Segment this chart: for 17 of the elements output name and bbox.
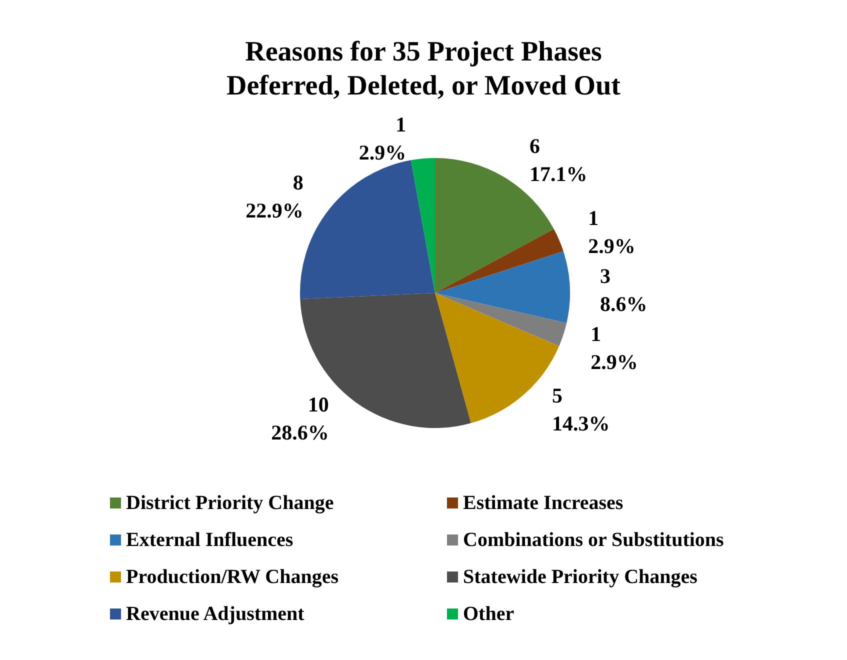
data-label: 8 22.9% xyxy=(246,170,304,223)
data-label: 3 8.6% xyxy=(600,264,648,316)
data-label: 5 14.3% xyxy=(552,384,610,436)
legend-label: Estimate Increases xyxy=(463,492,624,514)
legend-label: District Priority Change xyxy=(126,492,334,514)
legend-label: Revenue Adjustment xyxy=(126,603,305,625)
data-label: 1 2.9% xyxy=(590,322,638,374)
legend-label: Production/RW Changes xyxy=(126,566,339,588)
chart-title: Reasons for 35 Project Phases Deferred, Deleted, or Moved Out xyxy=(226,36,622,102)
legend-label: Combinations or Substitutions xyxy=(463,529,724,551)
legend-label: Statewide Priority Changes xyxy=(463,566,698,588)
data-label: 6 17.1% xyxy=(530,134,588,186)
data-label: 10 28.6% xyxy=(271,392,329,444)
legend-label: External Influences xyxy=(126,529,294,551)
legend-label: Other xyxy=(463,603,514,625)
data-label: 1 2.9% xyxy=(358,112,406,165)
data-label: 1 2.9% xyxy=(588,206,636,258)
